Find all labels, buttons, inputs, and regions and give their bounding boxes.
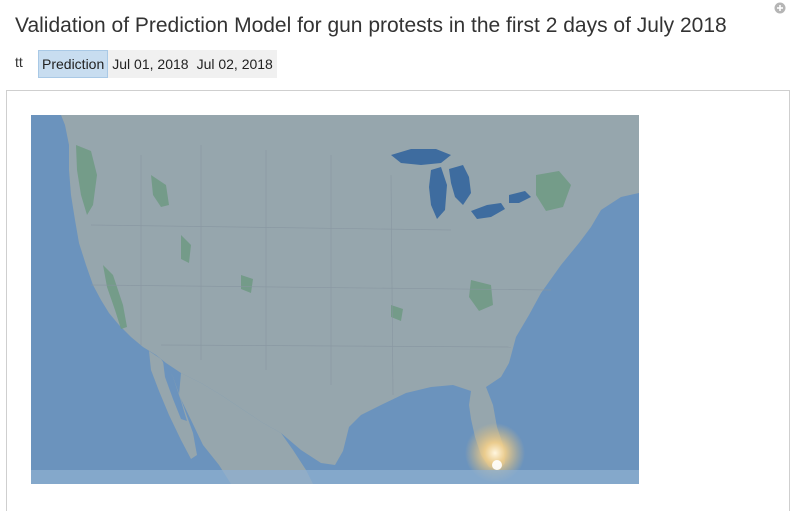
filter-label: tt bbox=[15, 54, 23, 70]
tab-jul-01-2018[interactable]: Jul 01, 2018 bbox=[112, 56, 189, 72]
state-borders bbox=[90, 145, 552, 396]
us-map[interactable] bbox=[31, 115, 639, 484]
vegetation bbox=[76, 145, 571, 329]
hotspot-southern-florida bbox=[465, 423, 525, 483]
map-footer-band bbox=[31, 470, 639, 484]
baja-california bbox=[149, 351, 197, 459]
tab-jul-02-2018[interactable]: Jul 02, 2018 bbox=[196, 56, 273, 72]
plus-circle-icon[interactable] bbox=[774, 2, 786, 14]
tab-prediction[interactable]: Prediction bbox=[38, 50, 109, 78]
land bbox=[31, 115, 639, 465]
mexico bbox=[179, 373, 313, 484]
page-title: Validation of Prediction Model for gun p… bbox=[15, 14, 727, 37]
great-lakes bbox=[391, 149, 531, 219]
filter-tabs: Prediction Jul 01, 2018 Jul 02, 2018 bbox=[38, 50, 277, 78]
gulf-of-california bbox=[163, 361, 187, 421]
